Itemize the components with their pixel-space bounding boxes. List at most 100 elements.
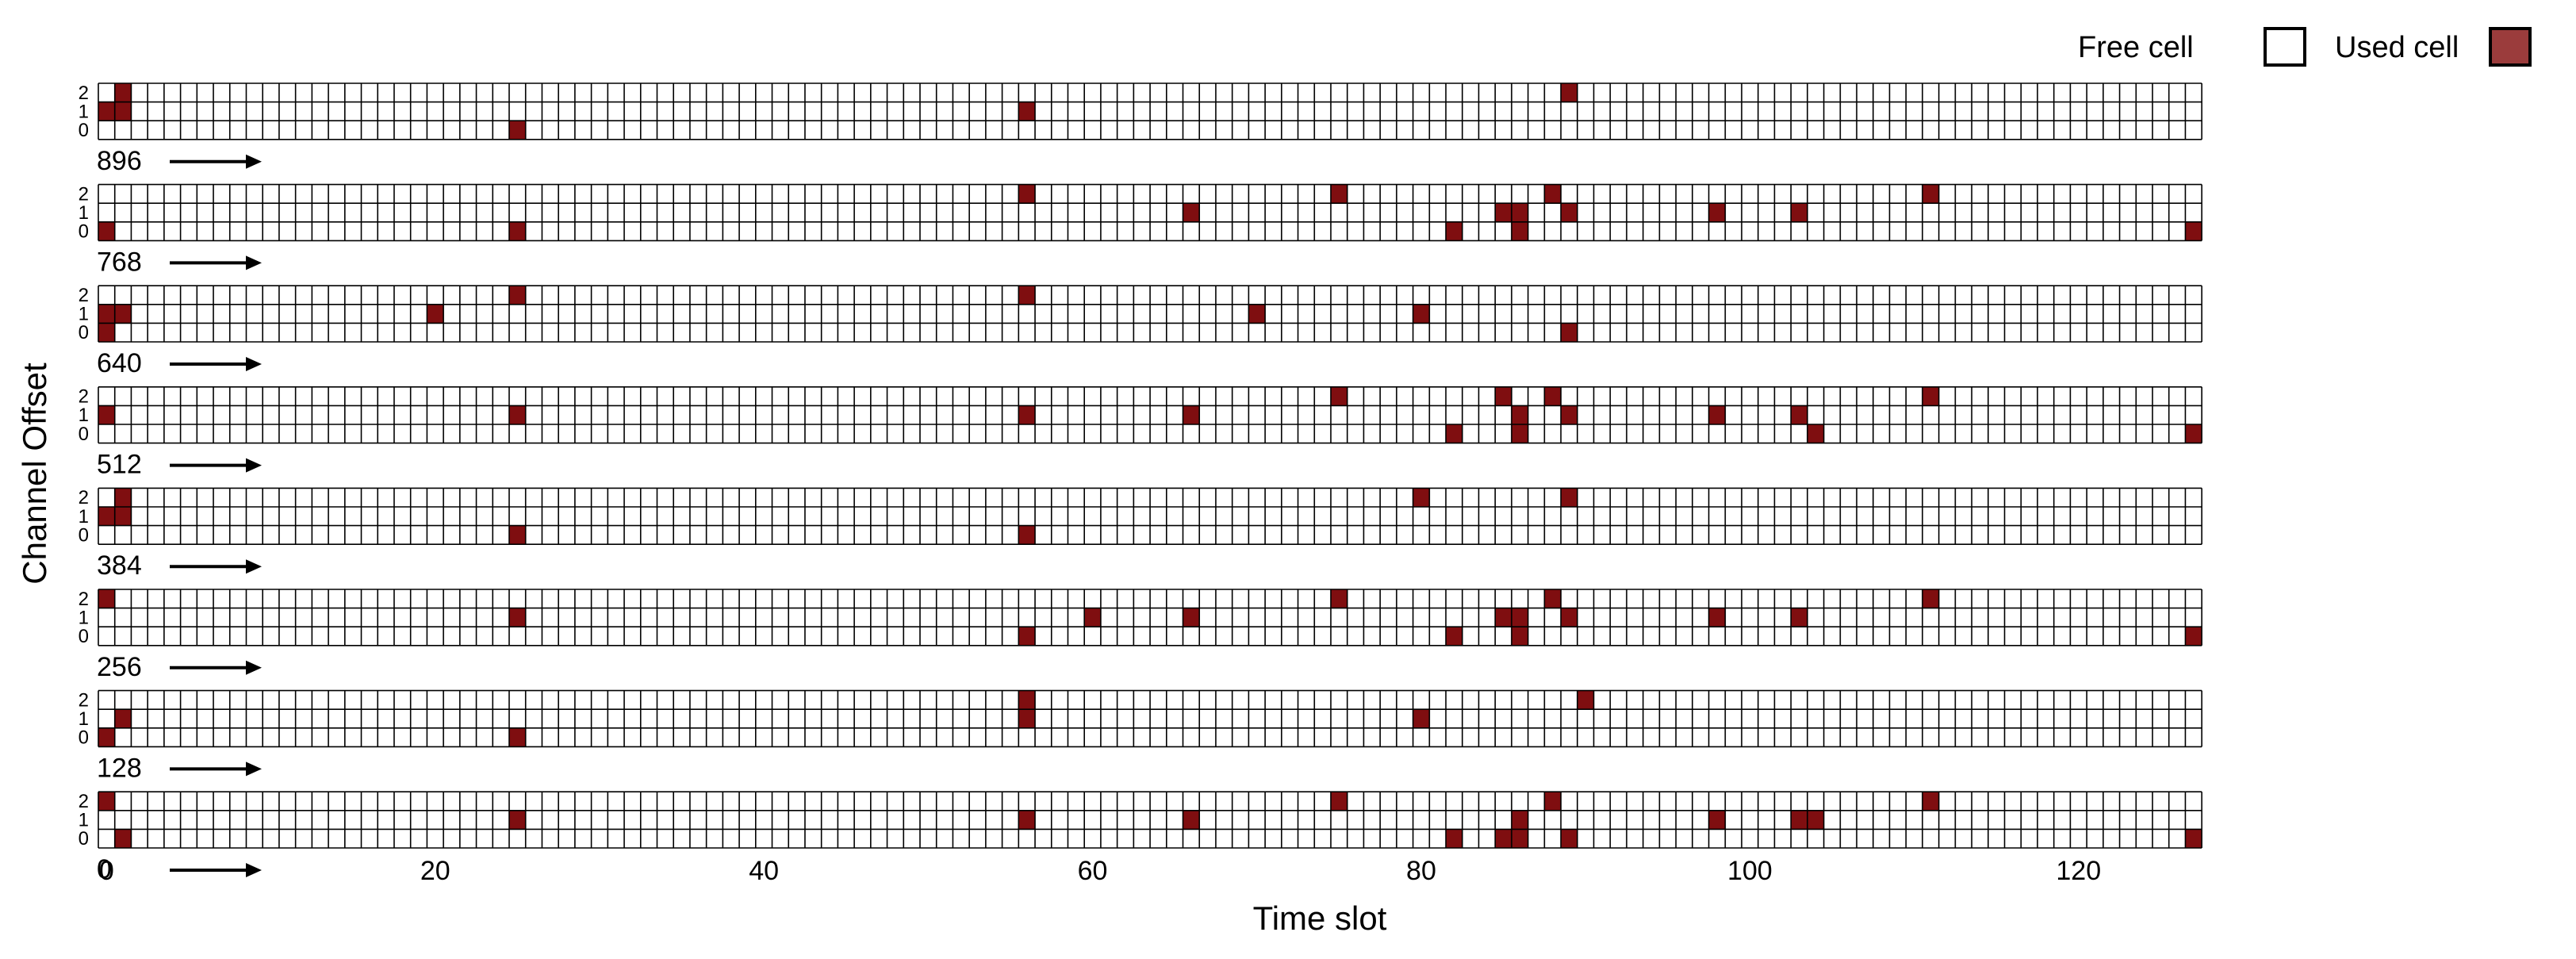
used-cell (1561, 203, 1577, 222)
y-tick-label: 0 (79, 424, 89, 445)
y-tick-label: 2 (79, 386, 89, 408)
used-cell (1018, 709, 1036, 728)
y-tick-label: 2 (79, 791, 89, 812)
x-tick-label: 100 (1727, 856, 1773, 886)
used-cell (1511, 405, 1528, 424)
used-cell (1807, 810, 1824, 830)
y-tick-label: 1 (79, 607, 89, 628)
y-tick-label: 1 (79, 304, 89, 325)
used-cell (1331, 184, 1347, 204)
y-tick-label: 1 (79, 405, 89, 426)
y-tick-label: 1 (79, 708, 89, 730)
used-cell (114, 488, 132, 507)
row-arrow-head (246, 660, 262, 675)
legend: Free cell Used cell (2078, 27, 2532, 67)
row-start-label: 128 (97, 753, 142, 783)
used-cell (1561, 608, 1577, 627)
used-cell (2185, 424, 2202, 443)
used-cell (1708, 810, 1726, 830)
used-cell (1446, 221, 1462, 241)
cell-grid (98, 82, 2202, 140)
used-cell (1084, 608, 1101, 627)
cell-grid (98, 589, 2202, 646)
used-cell (114, 304, 132, 324)
y-axis-label: Channel Offset (16, 363, 53, 585)
used-cell (1495, 829, 1512, 848)
cell-grid (98, 285, 2202, 343)
used-cell (1791, 810, 1807, 830)
used-cell (1511, 627, 1528, 646)
used-cell (2185, 829, 2202, 848)
slotframe-row: 012 128 (79, 689, 2202, 783)
slotframe-row: 012 384 (79, 487, 2202, 581)
used-cell (1544, 386, 1562, 406)
used-cell (1331, 792, 1347, 811)
used-cell (1018, 102, 1036, 121)
used-cell (114, 507, 132, 526)
legend-free-label: Free cell (2078, 31, 2194, 64)
used-cell (1511, 829, 1528, 848)
used-cell (1708, 608, 1726, 627)
used-cell (1807, 424, 1824, 443)
x-tick-label: 60 (1078, 856, 1108, 886)
used-cell (509, 121, 526, 140)
row-arrow-head (246, 154, 262, 169)
used-cell (1446, 424, 1462, 443)
row-start-label: 640 (97, 348, 142, 378)
legend-free-swatch (2264, 27, 2306, 67)
used-cell (1922, 792, 1939, 811)
used-cell (1331, 386, 1347, 406)
legend-used-label: Used cell (2335, 31, 2459, 64)
used-cell (1791, 405, 1807, 424)
y-tick-label: 2 (79, 183, 89, 205)
used-cell (1495, 608, 1512, 627)
x-tick-label: 0 (99, 856, 114, 886)
used-cell (1511, 203, 1528, 222)
used-cell (1018, 525, 1036, 545)
used-cell (1183, 203, 1200, 222)
used-cell (1413, 304, 1430, 324)
slotframe-row: 012 512 (79, 386, 2202, 480)
y-tick-label: 1 (79, 506, 89, 527)
row-arrow-head (246, 458, 262, 473)
used-cell (2185, 221, 2202, 241)
used-cell (509, 525, 526, 545)
used-cell (114, 83, 132, 102)
cell-grid (98, 183, 2202, 242)
slotframe-row: 012 768 (79, 183, 2202, 277)
slotframe-rows: 0128960127680126400125120123840122560121… (79, 82, 2202, 884)
used-cell (114, 829, 132, 848)
y-tick-label: 2 (79, 285, 89, 306)
used-cell (2185, 627, 2202, 646)
used-cell (98, 727, 115, 747)
used-cell (1561, 829, 1577, 848)
y-tick-label: 1 (79, 810, 89, 831)
used-cell (1791, 203, 1807, 222)
used-cell (1577, 690, 1594, 710)
used-cell (1791, 608, 1807, 627)
used-cell (114, 102, 132, 121)
used-cell (1018, 810, 1036, 830)
used-cell (1922, 386, 1939, 406)
used-cell (1544, 589, 1562, 608)
used-cell (1544, 792, 1562, 811)
used-cell (1018, 627, 1036, 646)
used-cell (98, 221, 115, 241)
cell-grid (98, 689, 2202, 748)
used-cell (1446, 627, 1462, 646)
used-cell (1561, 83, 1577, 102)
used-cell (1561, 323, 1577, 342)
used-cell (1413, 709, 1430, 728)
row-arrow-head (246, 863, 262, 877)
x-tick-label: 80 (1406, 856, 1436, 886)
x-tick-label: 20 (420, 856, 450, 886)
row-start-label: 256 (97, 652, 142, 682)
row-arrow-head (246, 255, 262, 270)
slotframe-row: 012 896 (79, 82, 2202, 176)
used-cell (427, 304, 444, 324)
y-tick-label: 0 (79, 626, 89, 647)
row-start-label: 0 (97, 854, 112, 884)
x-tick-label: 120 (2056, 856, 2101, 886)
used-cell (1708, 203, 1726, 222)
